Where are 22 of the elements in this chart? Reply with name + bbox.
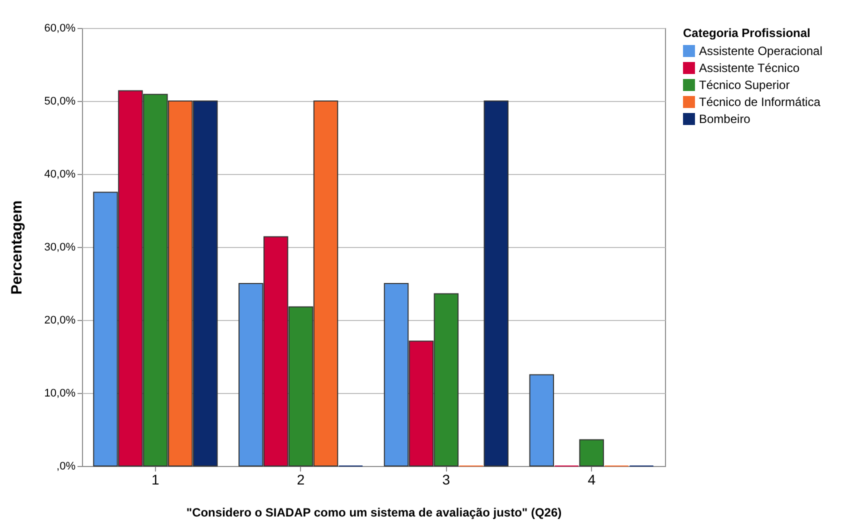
- bar: [484, 100, 508, 466]
- bar: [529, 374, 554, 466]
- bar: [579, 439, 604, 466]
- x-tick-label: 2: [296, 472, 305, 488]
- x-axis-title: "Considero o SIADAP como um sistema de avaliação justo" (Q26): [186, 506, 562, 520]
- y-tick-label: 60,0%: [44, 22, 76, 34]
- y-tick-label: 20,0%: [44, 314, 76, 326]
- legend-title: Categoria Profissional: [683, 26, 810, 40]
- y-tick-label: 40,0%: [44, 168, 76, 180]
- y-tick-label: ,0%: [56, 460, 76, 472]
- x-tick-label: 1: [152, 472, 160, 488]
- legend-label: Técnico Superior: [699, 78, 790, 92]
- x-tick-label: 3: [442, 472, 450, 488]
- legend-label: Assistente Técnico: [699, 61, 800, 75]
- legend-label: Assistente Operacional: [699, 44, 822, 58]
- y-tick-label: 10,0%: [44, 388, 76, 400]
- x-tick-label: 4: [588, 472, 596, 488]
- legend-label: Técnico de Informática: [699, 95, 821, 109]
- y-tick-label: 30,0%: [44, 242, 76, 254]
- y-tick-label: 50,0%: [44, 96, 76, 108]
- legend-label: Bombeiro: [699, 112, 751, 126]
- y-axis-title: Percentagem: [8, 200, 26, 295]
